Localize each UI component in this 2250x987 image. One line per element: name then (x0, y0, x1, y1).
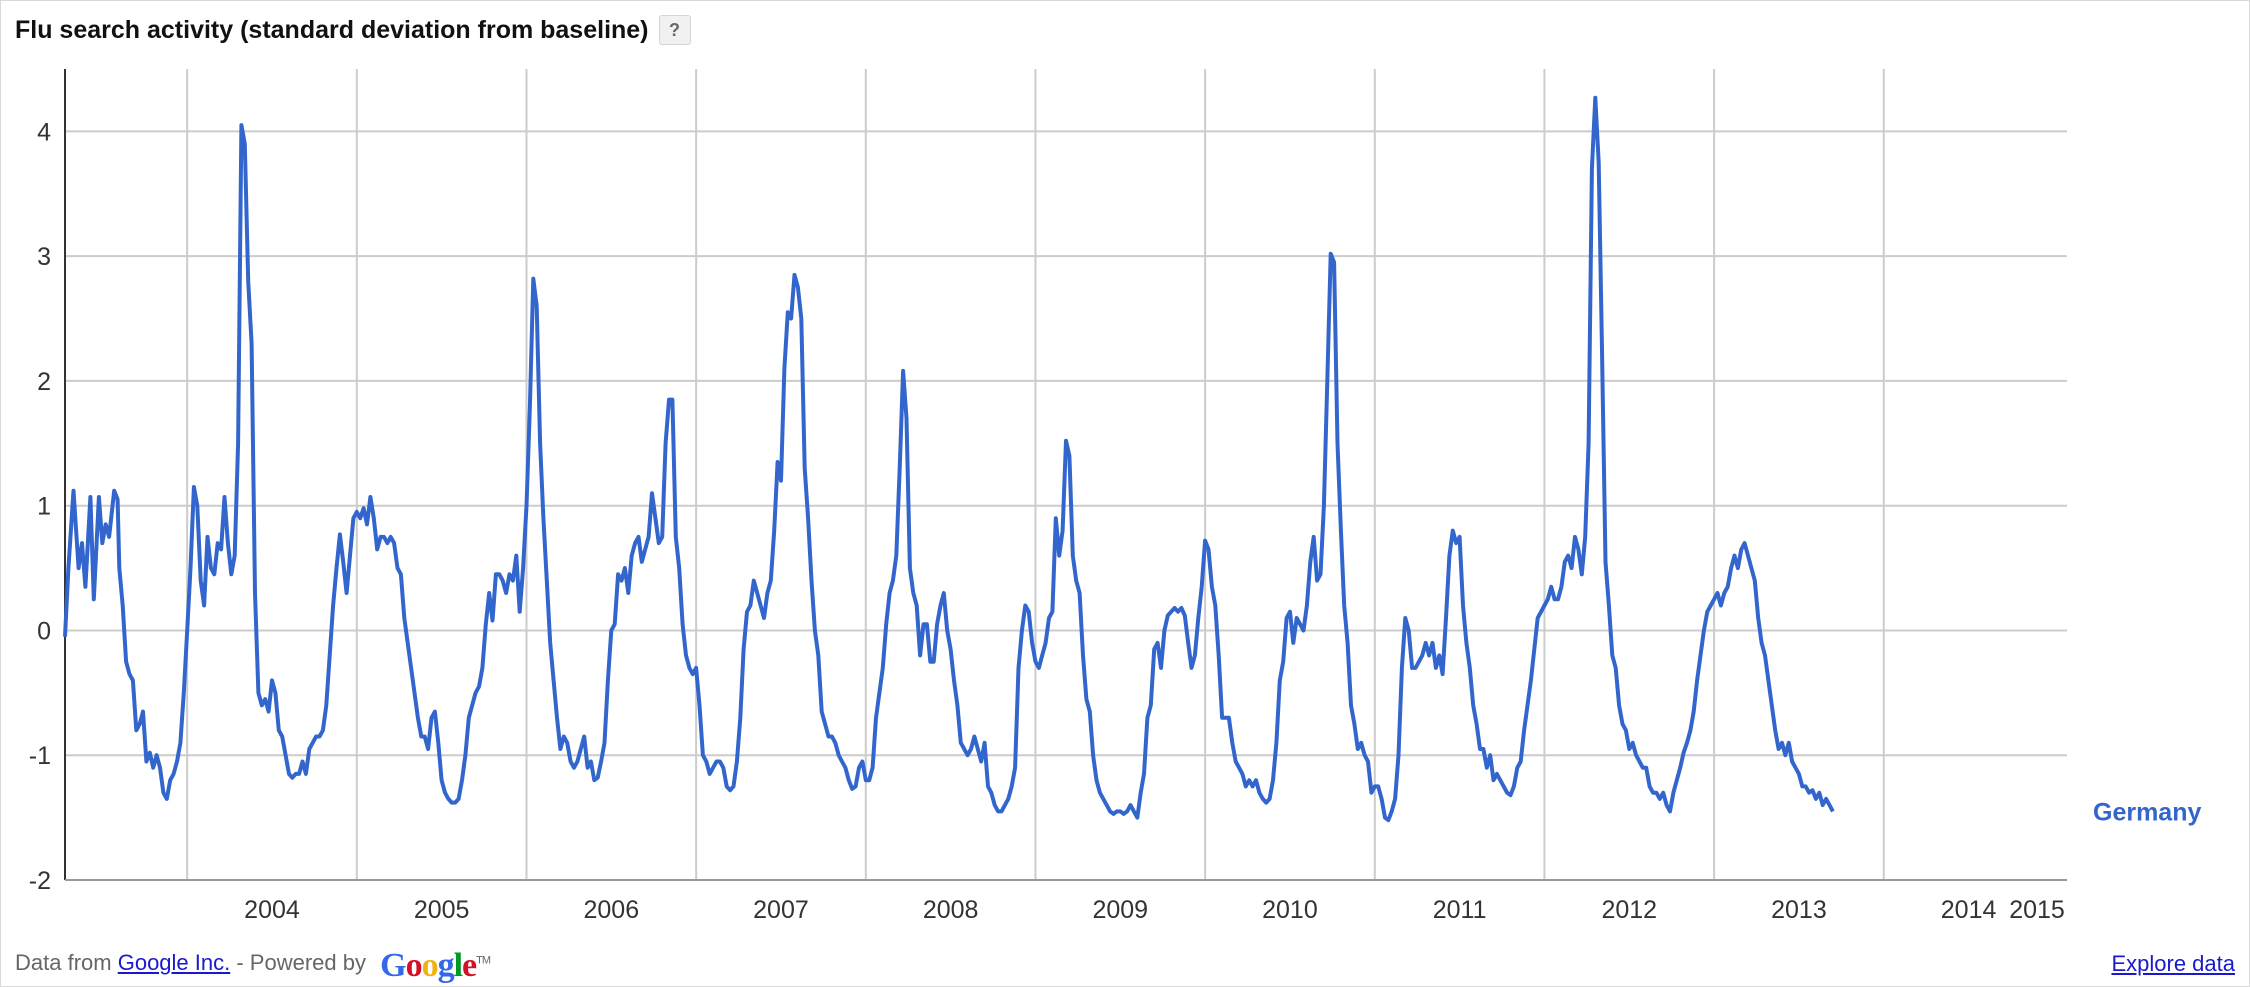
explore-data-link[interactable]: Explore data (2111, 951, 2235, 976)
horizontal-gridlines (65, 130, 2067, 881)
x-tick-label: 2008 (923, 896, 979, 924)
x-tick-label: 2015 (2009, 896, 2065, 924)
x-tick-label: 2009 (1092, 896, 1148, 924)
chart-title-text: Flu search activity (standard deviation … (15, 16, 649, 44)
chart-title: Flu search activity (standard deviation … (15, 15, 691, 45)
y-tick-labels: -2 -1 0 1 2 3 4 (29, 118, 51, 895)
x-tick-label: 2006 (583, 896, 639, 924)
x-tick-labels: 2004 2005 2006 2007 2008 2009 2010 2011 2012 2013… (244, 896, 2065, 924)
x-tick-label: 2004 (244, 896, 300, 924)
x-tick-label: 2014 (1941, 896, 1997, 924)
provider-link[interactable]: Google Inc. (117, 950, 231, 975)
google-logo-letter: g (437, 947, 455, 984)
x-tick-label: 2012 (1601, 896, 1657, 924)
help-button[interactable]: ? (658, 15, 691, 45)
x-tick-label: 2013 (1771, 896, 1827, 924)
x-tick-label: 2010 (1262, 896, 1318, 924)
google-logo-letter: l (453, 947, 464, 984)
x-tick-label: 2005 (414, 896, 470, 924)
vertical-gridlines (186, 69, 1885, 880)
footer-attribution: Data from Google Inc. - Powered by Googl… (15, 947, 491, 985)
google-logo-letter: o (421, 947, 439, 984)
google-logo-letter: o (405, 947, 423, 984)
y-tick-label: -2 (29, 867, 51, 895)
google-logo-tm: TM (476, 954, 491, 967)
y-axis (64, 69, 2067, 881)
y-tick-label: 1 (37, 493, 51, 521)
series-line-germany (63, 95, 1835, 823)
legend: Germany (2093, 798, 2201, 826)
x-tick-label: 2007 (753, 896, 809, 924)
series-group (63, 95, 1835, 823)
google-logo-letter: e (462, 947, 477, 984)
y-tick-label: 2 (37, 368, 51, 396)
google-logo-text: Google (380, 947, 477, 984)
google-logo: GoogleTM (380, 947, 491, 985)
y-tick-label: 4 (37, 118, 51, 146)
y-tick-label: 3 (37, 243, 51, 271)
x-tick-label: 2011 (1433, 896, 1487, 924)
powered-by-text: - Powered by (236, 950, 366, 975)
data-from-text: Data from (15, 950, 112, 975)
y-tick-label: -1 (29, 742, 51, 770)
y-tick-label: 0 (37, 617, 51, 645)
google-logo-letter: G (380, 947, 406, 984)
legend-label-germany: Germany (2093, 798, 2201, 826)
